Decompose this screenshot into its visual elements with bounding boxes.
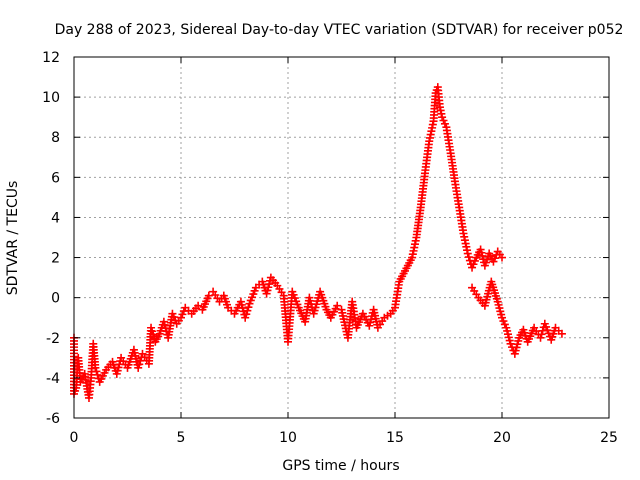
chart-title: Day 288 of 2023, Sidereal Day-to-day VTE… bbox=[55, 22, 624, 38]
series-sdtvar bbox=[70, 83, 566, 402]
y-tick-label: 4 bbox=[51, 210, 60, 226]
x-tick-label: 25 bbox=[600, 430, 618, 446]
y-tick-label: 8 bbox=[51, 130, 60, 146]
data-point bbox=[463, 249, 472, 258]
data-point-fill bbox=[464, 253, 473, 262]
y-tick-label: 2 bbox=[51, 251, 60, 267]
data-series bbox=[70, 83, 566, 402]
y-tick-label: -2 bbox=[46, 331, 60, 347]
y-tick-label: 6 bbox=[51, 170, 60, 186]
data-point bbox=[147, 323, 156, 332]
data-point bbox=[134, 363, 143, 372]
data-point bbox=[194, 301, 203, 310]
y-axis-label: SDTVAR / TECUs bbox=[5, 181, 21, 296]
data-point-fill bbox=[242, 310, 251, 319]
data-point bbox=[498, 253, 506, 262]
plot-frame bbox=[73, 56, 610, 419]
x-tick-label: 15 bbox=[386, 430, 404, 446]
data-point-fill bbox=[244, 303, 253, 312]
data-point-fill bbox=[537, 330, 546, 339]
data-point bbox=[91, 363, 100, 372]
data-point-fill bbox=[149, 330, 158, 339]
data-point bbox=[536, 333, 545, 342]
data-point bbox=[557, 329, 566, 338]
y-tick-label: -6 bbox=[46, 411, 60, 427]
y-tick-label: 0 bbox=[51, 291, 60, 307]
data-point-fill bbox=[243, 306, 252, 315]
data-point-fill bbox=[135, 360, 144, 369]
x-axis-label: GPS time / hours bbox=[282, 458, 399, 474]
x-tick-label: 10 bbox=[279, 430, 297, 446]
x-tick-label: 20 bbox=[493, 430, 511, 446]
data-point bbox=[333, 301, 342, 310]
data-point bbox=[241, 313, 250, 322]
data-point-fill bbox=[93, 370, 102, 379]
y-tick-label: -4 bbox=[46, 371, 60, 387]
data-point-fill bbox=[92, 367, 101, 376]
y-tick-label: 12 bbox=[42, 50, 60, 66]
data-point-fill bbox=[148, 327, 157, 336]
axis-ticks: 0 5 10 15 20 25 -6 -4 -2 0 2 4 6 8 10 12 bbox=[42, 50, 618, 446]
x-tick-label: 0 bbox=[70, 430, 79, 446]
y-tick-label: 10 bbox=[42, 90, 60, 106]
x-tick-label: 5 bbox=[177, 430, 186, 446]
